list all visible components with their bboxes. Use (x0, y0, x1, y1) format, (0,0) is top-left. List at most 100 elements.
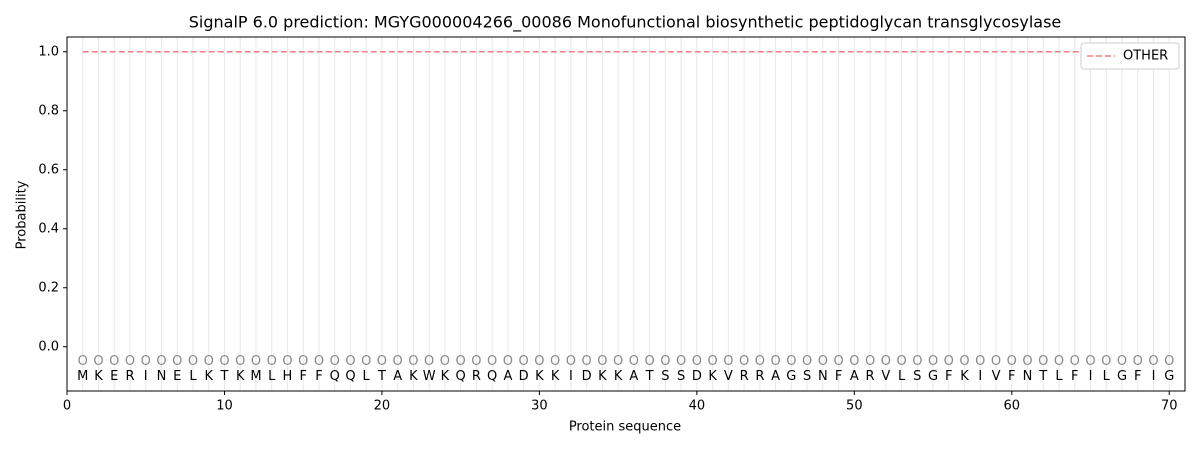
residue-letter: D (519, 369, 529, 384)
predicted-label: O (408, 354, 418, 369)
x-tick-label: 20 (374, 399, 391, 414)
residue-letter: I (569, 369, 573, 384)
predicted-label: O (849, 354, 859, 369)
predicted-label: O (1038, 354, 1048, 369)
predicted-label: O (865, 354, 875, 369)
predicted-label: O (550, 354, 560, 369)
predicted-label: O (786, 354, 796, 369)
residue-letter: I (1152, 369, 1156, 384)
residue-letter: Q (487, 369, 497, 384)
residue-letter: K (441, 369, 450, 384)
predicted-label: O (770, 354, 780, 369)
predicted-label: O (755, 354, 765, 369)
predicted-label: O (471, 354, 481, 369)
predicted-label: O (361, 354, 371, 369)
residue-letter: F (1071, 369, 1078, 384)
residue-letter: F (1134, 369, 1141, 384)
residue-letter: E (173, 369, 181, 384)
residue-letter: I (1089, 369, 1093, 384)
residue-letter: A (629, 369, 638, 384)
predicted-label: O (660, 354, 670, 369)
predicted-label: O (676, 354, 686, 369)
y-tick-label: 0.2 (38, 280, 59, 295)
predicted-label: O (802, 354, 812, 369)
residue-letter: F (945, 369, 952, 384)
residue-letter: S (677, 369, 685, 384)
residue-letter: L (363, 369, 371, 384)
predicted-label: O (928, 354, 938, 369)
residue-letter: M (77, 369, 88, 384)
predicted-label: O (692, 354, 702, 369)
residue-letter: L (268, 369, 276, 384)
y-tick-label: 0.4 (38, 221, 59, 236)
predicted-label: O (219, 354, 229, 369)
predicted-label: O (597, 354, 607, 369)
predicted-label: O (345, 354, 355, 369)
residue-letter: K (551, 369, 560, 384)
residue-letter: T (645, 369, 654, 384)
predicted-label: O (487, 354, 497, 369)
x-tick-label: 60 (1004, 399, 1021, 414)
residue-letter: T (219, 369, 228, 384)
residue-letter: K (94, 369, 103, 384)
predicted-label: O (1101, 354, 1111, 369)
legend-box (1080, 42, 1180, 70)
predicted-label: O (991, 354, 1001, 369)
residue-letter: R (866, 369, 875, 384)
y-tick-label: 0.6 (38, 162, 59, 177)
predicted-label: O (629, 354, 639, 369)
predicted-label: O (912, 354, 922, 369)
residue-letter: V (992, 369, 1001, 384)
residue-letter: N (818, 369, 828, 384)
predicted-label: O (424, 354, 434, 369)
predicted-label: O (566, 354, 576, 369)
residue-letter: R (755, 369, 764, 384)
predicted-label: O (975, 354, 985, 369)
predicted-label: O (393, 354, 403, 369)
predicted-label: O (125, 354, 135, 369)
residue-letter: W (423, 369, 436, 384)
predicted-label: O (330, 354, 340, 369)
residue-letter: G (1164, 369, 1174, 384)
y-axis-label: Probability (15, 180, 30, 249)
predicted-label: O (723, 354, 733, 369)
residue-letter: K (598, 369, 607, 384)
residue-letter: R (472, 369, 481, 384)
predicted-label: O (267, 354, 277, 369)
residue-letter: Q (456, 369, 466, 384)
x-tick-label: 40 (689, 399, 706, 414)
residue-letter: G (1117, 369, 1127, 384)
x-tick-label: 50 (846, 399, 863, 414)
residue-letter: T (1038, 369, 1047, 384)
predicted-label: O (93, 354, 103, 369)
residue-letter: L (1103, 369, 1111, 384)
y-tick-label: 1.0 (38, 44, 59, 59)
predicted-label: O (235, 354, 245, 369)
residue-letter: V (881, 369, 890, 384)
residue-letter: S (803, 369, 811, 384)
residue-letter: Q (345, 369, 355, 384)
predicted-label: O (377, 354, 387, 369)
predicted-label: O (739, 354, 749, 369)
predicted-label: O (298, 354, 308, 369)
predicted-label: O (141, 354, 151, 369)
predicted-label: O (109, 354, 119, 369)
x-tick-label: 0 (63, 399, 71, 414)
residue-letter: F (835, 369, 842, 384)
predicted-label: O (534, 354, 544, 369)
plot-frame (66, 36, 1186, 392)
residue-letter: N (157, 369, 167, 384)
residue-letter: L (189, 369, 197, 384)
predicted-label: O (645, 354, 655, 369)
chart-title: SignalP 6.0 prediction: MGYG000004266_00… (189, 13, 1062, 33)
residue-letter: S (661, 369, 669, 384)
residue-letter: N (1023, 369, 1033, 384)
residue-letter: L (1055, 369, 1063, 384)
residue-letter: K (409, 369, 418, 384)
predicted-label: O (613, 354, 623, 369)
residue-letter: K (535, 369, 544, 384)
residue-letter: A (850, 369, 859, 384)
predicted-label: O (896, 354, 906, 369)
predicted-label: O (78, 354, 88, 369)
